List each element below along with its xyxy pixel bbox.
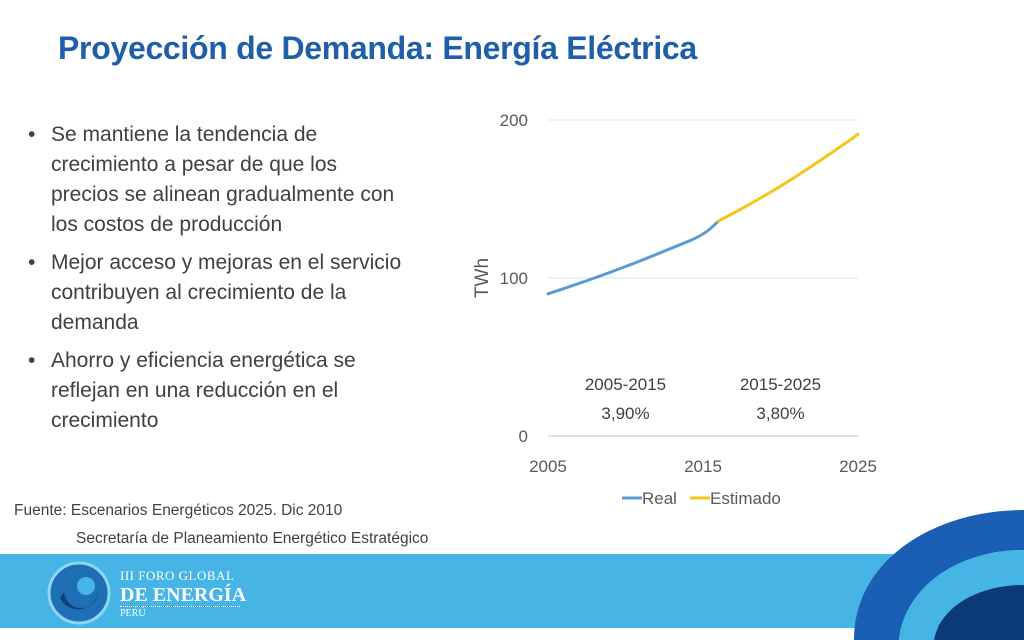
bullet-item: • Ahorro y eficiencia energética se refl… [26, 346, 406, 436]
bullet-dot: • [28, 123, 36, 146]
bullet-text: Mejor acceso y mejoras en el servicio co… [51, 251, 402, 334]
bullet-item: • Mejor acceso y mejoras en el servicio … [26, 248, 406, 338]
source-note: Fuente: Escenarios Energéticos 2025. Dic… [14, 497, 428, 553]
growth-rate-label: 3,90% [601, 404, 649, 423]
x-tick-label: 2005 [529, 457, 567, 476]
logo-line-1: III FORO GLOBAL [120, 568, 235, 583]
x-tick-label: 2025 [839, 457, 877, 476]
y-axis-label: TWh [472, 258, 493, 298]
source-line-1: Fuente: Escenarios Energéticos 2025. Dic… [14, 502, 343, 519]
growth-period-label: 2005-2015 [585, 375, 666, 394]
growth-rate-label: 3,80% [756, 404, 804, 423]
demand-line-chart: 0 100 200 2005 2015 2025 TWh 2005-2015 3,90% 2015… [472, 111, 877, 508]
y-tick-label: 0 [519, 427, 528, 446]
legend-label: Estimado [710, 489, 781, 508]
forum-logo-icon [47, 561, 111, 625]
footer-band [0, 554, 1024, 628]
bullet-text: Ahorro y eficiencia energética se reflej… [51, 349, 356, 432]
forum-logo-text: III FORO GLOBAL DE ENERGÍA PERÚ [120, 568, 246, 619]
bullet-item: • Se mantiene la tendencia de crecimient… [26, 120, 406, 240]
growth-period-label: 2015-2025 [740, 375, 821, 394]
logo-line-2: DE ENERGÍA [120, 584, 247, 606]
bullet-dot: • [28, 251, 36, 274]
series-line-real [546, 219, 720, 296]
slide-title: Proyección de Demanda: Energía Eléctrica [58, 30, 697, 66]
source-line-2: Secretaría de Planeamiento Energético Es… [76, 530, 429, 547]
logo-line-3: PERÚ [120, 606, 240, 619]
legend-label: Real [642, 489, 677, 508]
y-tick-label: 200 [500, 111, 528, 130]
y-tick-label: 100 [500, 269, 528, 288]
x-tick-label: 2015 [684, 457, 722, 476]
bullet-text: Se mantiene la tendencia de crecimiento … [51, 123, 395, 236]
series-line-estimado [717, 132, 860, 223]
bullet-dot: • [28, 349, 36, 372]
decorative-swoosh-icon [854, 510, 1024, 640]
footer-bottom-strip [0, 628, 1024, 640]
bullet-list: • Se mantiene la tendencia de crecimient… [26, 120, 406, 444]
